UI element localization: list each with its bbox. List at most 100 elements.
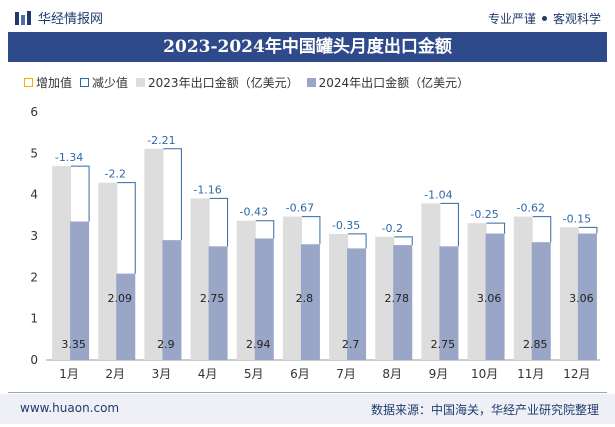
chart-title: 2023-2024年中国罐头月度出口金额 bbox=[163, 37, 452, 57]
change-bracket bbox=[255, 220, 275, 239]
bar-2023 bbox=[375, 236, 395, 360]
x-tick-label: 3月 bbox=[152, 367, 172, 381]
legend-label-2024: 2024年出口金额（亿美元） bbox=[318, 75, 470, 90]
bar-2024 bbox=[70, 221, 90, 360]
x-tick-label: 4月 bbox=[198, 367, 218, 381]
bar-2024 bbox=[300, 244, 320, 360]
slogan-right: 客观科学 bbox=[552, 12, 601, 26]
change-bracket bbox=[486, 222, 506, 234]
change-bracket bbox=[163, 148, 182, 241]
y-tick-label: 5 bbox=[30, 146, 38, 160]
change-bracket bbox=[209, 197, 229, 247]
legend-item-2023: 2023年出口金额（亿美元） bbox=[136, 74, 299, 91]
bar-2024 bbox=[116, 273, 136, 360]
legend-item-2024: 2024年出口金额（亿美元） bbox=[306, 74, 470, 91]
value-label-2024: 3.06 bbox=[477, 292, 502, 305]
legend-label-2023: 2023年出口金额（亿美元） bbox=[148, 75, 299, 90]
bar-2023 bbox=[282, 216, 302, 360]
brand: 华经情报网 bbox=[14, 8, 103, 27]
change-label: -2.21 bbox=[147, 134, 175, 147]
change-bracket bbox=[394, 236, 413, 246]
footer-website: www.huaon.com bbox=[20, 401, 120, 415]
bar-2024 bbox=[208, 246, 228, 360]
x-tick-label: 9月 bbox=[429, 367, 449, 381]
legend-swatch-2023 bbox=[136, 77, 146, 87]
y-tick-label: 3 bbox=[30, 229, 38, 243]
change-bracket bbox=[578, 226, 598, 234]
y-tick-label: 1 bbox=[30, 312, 38, 326]
value-label-2024: 3.06 bbox=[569, 292, 594, 305]
x-tick-label: 7月 bbox=[336, 367, 356, 381]
change-label: -0.2 bbox=[382, 222, 403, 235]
change-bracket bbox=[348, 233, 367, 249]
bar-2023 bbox=[144, 148, 164, 360]
change-bracket bbox=[301, 216, 321, 245]
y-tick-label: 4 bbox=[30, 188, 38, 202]
bar-2023 bbox=[421, 203, 441, 360]
x-tick-label: 5月 bbox=[244, 367, 264, 381]
change-bracket bbox=[71, 165, 90, 222]
change-label: -0.43 bbox=[240, 206, 268, 219]
x-tick-label: 12月 bbox=[563, 367, 590, 381]
value-label-2024: 3.35 bbox=[61, 338, 86, 351]
title-bar: 2023-2024年中国罐头月度出口金额 bbox=[8, 32, 607, 62]
x-tick-label: 2月 bbox=[105, 367, 125, 381]
bar-2024 bbox=[254, 238, 274, 360]
change-label: -1.16 bbox=[193, 183, 221, 196]
legend-swatch-increase bbox=[24, 77, 33, 87]
change-bracket bbox=[117, 182, 136, 274]
bar-2023 bbox=[513, 216, 533, 360]
footer-divider bbox=[8, 392, 607, 393]
bar-2024 bbox=[162, 240, 182, 360]
y-tick-label: 0 bbox=[30, 353, 38, 367]
legend: 增加值 减少值 2023年出口金额（亿美元） 2024年出口金额（亿美元） bbox=[24, 72, 477, 92]
bar-2024 bbox=[577, 233, 597, 360]
change-label: -0.15 bbox=[563, 212, 591, 225]
change-label: -1.04 bbox=[424, 188, 452, 201]
x-tick-label: 1月 bbox=[59, 367, 79, 381]
bar-2024 bbox=[393, 245, 413, 360]
bar-2023 bbox=[467, 223, 487, 360]
change-label: -0.67 bbox=[286, 202, 314, 215]
value-label-2024: 2.8 bbox=[296, 292, 314, 305]
legend-label-increase: 增加值 bbox=[36, 75, 73, 90]
bar-2023 bbox=[236, 220, 256, 360]
x-tick-label: 10月 bbox=[471, 367, 498, 381]
top-bar: 华经情报网 专业严谨 客观科学 bbox=[0, 0, 615, 34]
legend-item-increase: 增加值 bbox=[24, 74, 72, 91]
value-label-2024: 2.75 bbox=[200, 292, 225, 305]
value-label-2024: 2.75 bbox=[431, 338, 456, 351]
value-label-2024: 2.7 bbox=[342, 338, 360, 351]
bar-2023 bbox=[98, 182, 118, 360]
legend-swatch-2024 bbox=[306, 77, 316, 87]
footer: www.huaon.com 数据来源：中国海关，华经产业研究院整理 bbox=[0, 394, 615, 424]
change-label: -0.62 bbox=[517, 202, 545, 215]
bar-2023 bbox=[329, 233, 349, 360]
y-tick-label: 6 bbox=[30, 105, 38, 119]
change-label: -0.25 bbox=[470, 208, 498, 221]
x-tick-label: 6月 bbox=[290, 367, 310, 381]
value-label-2024: 2.94 bbox=[246, 338, 271, 351]
value-label-2024: 2.78 bbox=[385, 292, 410, 305]
change-label: -1.34 bbox=[55, 151, 83, 164]
change-bracket bbox=[440, 202, 459, 247]
slogan: 专业严谨 客观科学 bbox=[488, 10, 601, 27]
legend-item-decrease: 减少值 bbox=[80, 74, 128, 91]
bar-2024 bbox=[531, 242, 551, 360]
footer-source: 数据来源：中国海关，华经产业研究院整理 bbox=[370, 403, 599, 417]
legend-label-decrease: 减少值 bbox=[92, 75, 129, 90]
slogan-separator-icon bbox=[541, 16, 547, 21]
bar-2023 bbox=[559, 227, 579, 360]
x-tick-label: 11月 bbox=[517, 367, 544, 381]
change-label: -0.35 bbox=[332, 219, 360, 232]
brand-logo-icon bbox=[15, 10, 31, 25]
value-label-2024: 2.9 bbox=[157, 338, 175, 351]
bar-2023 bbox=[52, 166, 72, 360]
bar-2023 bbox=[190, 198, 210, 360]
value-label-2024: 2.85 bbox=[523, 338, 548, 351]
change-label: -2.2 bbox=[105, 168, 126, 181]
change-bracket bbox=[532, 216, 552, 243]
y-tick-label: 2 bbox=[30, 270, 38, 284]
bar-2024 bbox=[439, 246, 459, 360]
x-tick-label: 8月 bbox=[382, 367, 402, 381]
